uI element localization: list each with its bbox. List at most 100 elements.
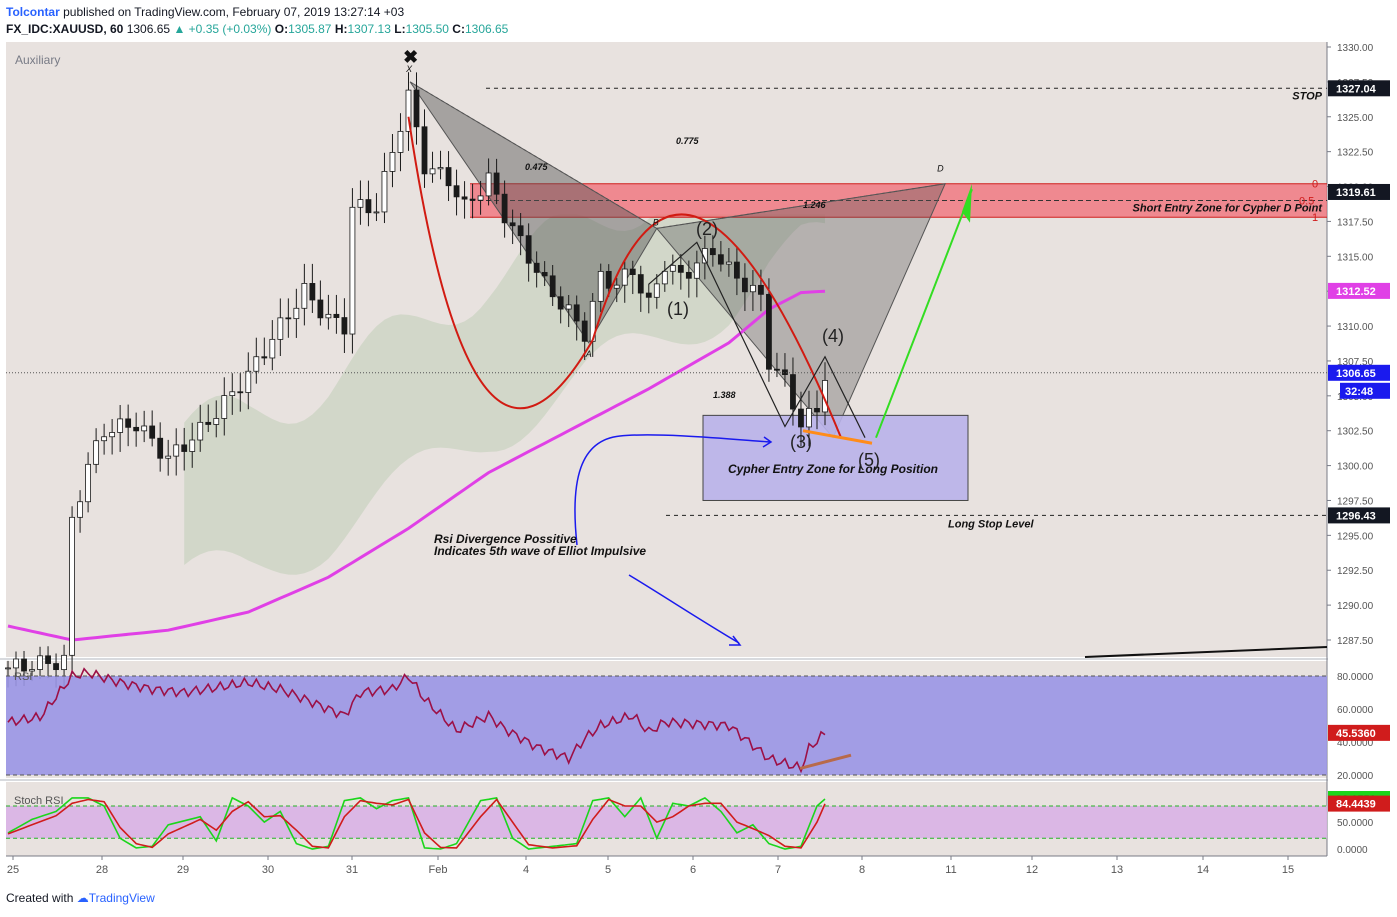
candle-body — [790, 374, 796, 410]
rsi-pane-label: RSI — [14, 671, 32, 683]
time-tick-label: 13 — [1111, 864, 1123, 876]
price-tick-label: 1310.00 — [1337, 322, 1374, 333]
candlestick-series[interactable] — [5, 72, 828, 690]
candle-body — [541, 272, 548, 277]
short-entry-price-label[interactable]: 1319.61 — [1328, 183, 1390, 200]
stop-price-label-text: 1327.04 — [1336, 83, 1377, 95]
candle-body — [565, 304, 572, 310]
rsi-current-label-bg — [1328, 724, 1390, 741]
stop-label: STOP — [1292, 90, 1322, 102]
candle-body — [621, 268, 628, 286]
rsi-line[interactable] — [7, 667, 826, 774]
blue-arrow-curve[interactable] — [574, 434, 771, 546]
symbol-legend: FX_IDC:XAUUSD, 60 1306.65 ▲ +0.35 (+0.03… — [6, 22, 508, 36]
candle-body — [61, 654, 67, 671]
candle-body — [237, 391, 244, 394]
stop-price-label-bg — [1328, 80, 1390, 97]
candle-body — [725, 261, 732, 265]
elliott-wave-1-label: (1) — [667, 299, 689, 319]
tradingview-brand[interactable]: TradingView — [88, 891, 155, 905]
candle-body — [421, 126, 428, 175]
last-price-label[interactable]: 1306.65 — [1328, 364, 1390, 381]
candle-body — [445, 167, 452, 187]
candle-body — [189, 439, 196, 452]
long-stop-price-label[interactable]: 1296.43 — [1328, 507, 1390, 524]
arrowhead-icon — [962, 183, 972, 223]
last-price-label-text: 1306.65 — [1336, 368, 1376, 380]
candle-body — [125, 418, 132, 428]
price-tick-label: 1300.00 — [1337, 462, 1374, 473]
candle-body — [205, 421, 212, 425]
symbol-name[interactable]: FX_IDC:XAUUSD, 60 — [6, 22, 124, 36]
candle-body — [677, 264, 684, 273]
ma-price-label[interactable]: 1312.52 — [1328, 282, 1390, 299]
candle-body — [341, 317, 348, 335]
up-arrow-icon: ▲ — [173, 22, 186, 36]
time-tick-label: 29 — [177, 864, 189, 876]
candle-body — [413, 89, 420, 128]
low-label: L: — [394, 22, 406, 36]
time-axis[interactable]: 25 28 29 30 31 Feb 4 5 6 7 8 11 12 13 14 15 — [7, 856, 1294, 876]
candle-body — [365, 199, 372, 214]
stoch-d-label-text: 84.4439 — [1336, 799, 1376, 811]
candle-body — [141, 425, 148, 432]
fib-ratio-label: 1.388 — [713, 390, 736, 400]
price-tick-label: 1307.50 — [1337, 357, 1374, 368]
candle-body — [597, 270, 604, 302]
blue-arrow-down[interactable] — [628, 574, 740, 644]
trend-line[interactable] — [1084, 646, 1328, 658]
moving-average-line[interactable] — [7, 289, 826, 642]
time-tick-label: Feb — [429, 864, 448, 876]
candle-body — [197, 421, 204, 441]
time-tick-label: 25 — [7, 864, 19, 876]
open-value: 1305.87 — [288, 22, 332, 36]
cypher-xab-triangle[interactable] — [409, 81, 658, 344]
candle-body — [493, 172, 500, 195]
candle-body — [525, 235, 532, 264]
green-projection-arrow[interactable] — [875, 188, 973, 439]
rsi-divergence-line[interactable] — [799, 753, 852, 770]
elliott-wave-path[interactable] — [648, 241, 866, 438]
short-entry-price-label-bg — [1328, 183, 1390, 200]
candle-body — [261, 356, 268, 359]
last-price-label-bg — [1328, 364, 1390, 381]
price-divergence-line[interactable] — [802, 429, 873, 445]
author-name[interactable]: Tolcontar — [6, 5, 60, 19]
candle-body — [157, 437, 164, 459]
time-tick-label: 7 — [775, 864, 781, 876]
point-d-label: D — [937, 164, 944, 174]
candle-body — [117, 418, 124, 433]
long-entry-zone[interactable] — [702, 414, 969, 501]
rsi-current-label[interactable]: 45.5360 — [1328, 724, 1390, 741]
ma-price-label-bg — [1328, 282, 1390, 299]
time-tick-label: 8 — [859, 864, 865, 876]
candle-body — [37, 655, 43, 670]
candle-body — [293, 307, 300, 320]
stoch-tick-label: 50.0000 — [1337, 818, 1374, 829]
long-stop-label: Long Stop Level — [948, 518, 1035, 530]
rsi-tick-label: 60.0000 — [1337, 705, 1374, 716]
short-entry-price-label-text: 1319.61 — [1336, 187, 1376, 199]
candle-body — [253, 356, 260, 372]
main-pane-background — [6, 42, 1327, 657]
stop-price-label[interactable]: 1327.04 — [1328, 80, 1390, 97]
red-arc-left[interactable] — [407, 116, 594, 410]
red-arc-right[interactable] — [591, 213, 842, 439]
tradingview-logo-icon: ☁ — [76, 891, 89, 905]
fib-ratio-label: 1.246 — [803, 200, 827, 210]
time-tick-label: 12 — [1026, 864, 1038, 876]
price-tick-label: 1302.50 — [1337, 427, 1374, 438]
candle-body — [349, 206, 356, 335]
candle-body — [29, 669, 35, 672]
rsi-tick-label: 80.0000 — [1337, 672, 1374, 683]
candle-body — [325, 313, 332, 319]
stoch-d-line[interactable] — [7, 798, 826, 849]
candle-body — [774, 368, 780, 371]
price-tick-label: 1292.50 — [1337, 566, 1374, 577]
candle-body — [21, 658, 27, 672]
stoch-d-label[interactable]: 84.4439 — [1328, 795, 1390, 812]
candle-body — [645, 292, 652, 298]
candle-body — [485, 172, 492, 197]
countdown-label: 32:48 — [1345, 386, 1373, 398]
